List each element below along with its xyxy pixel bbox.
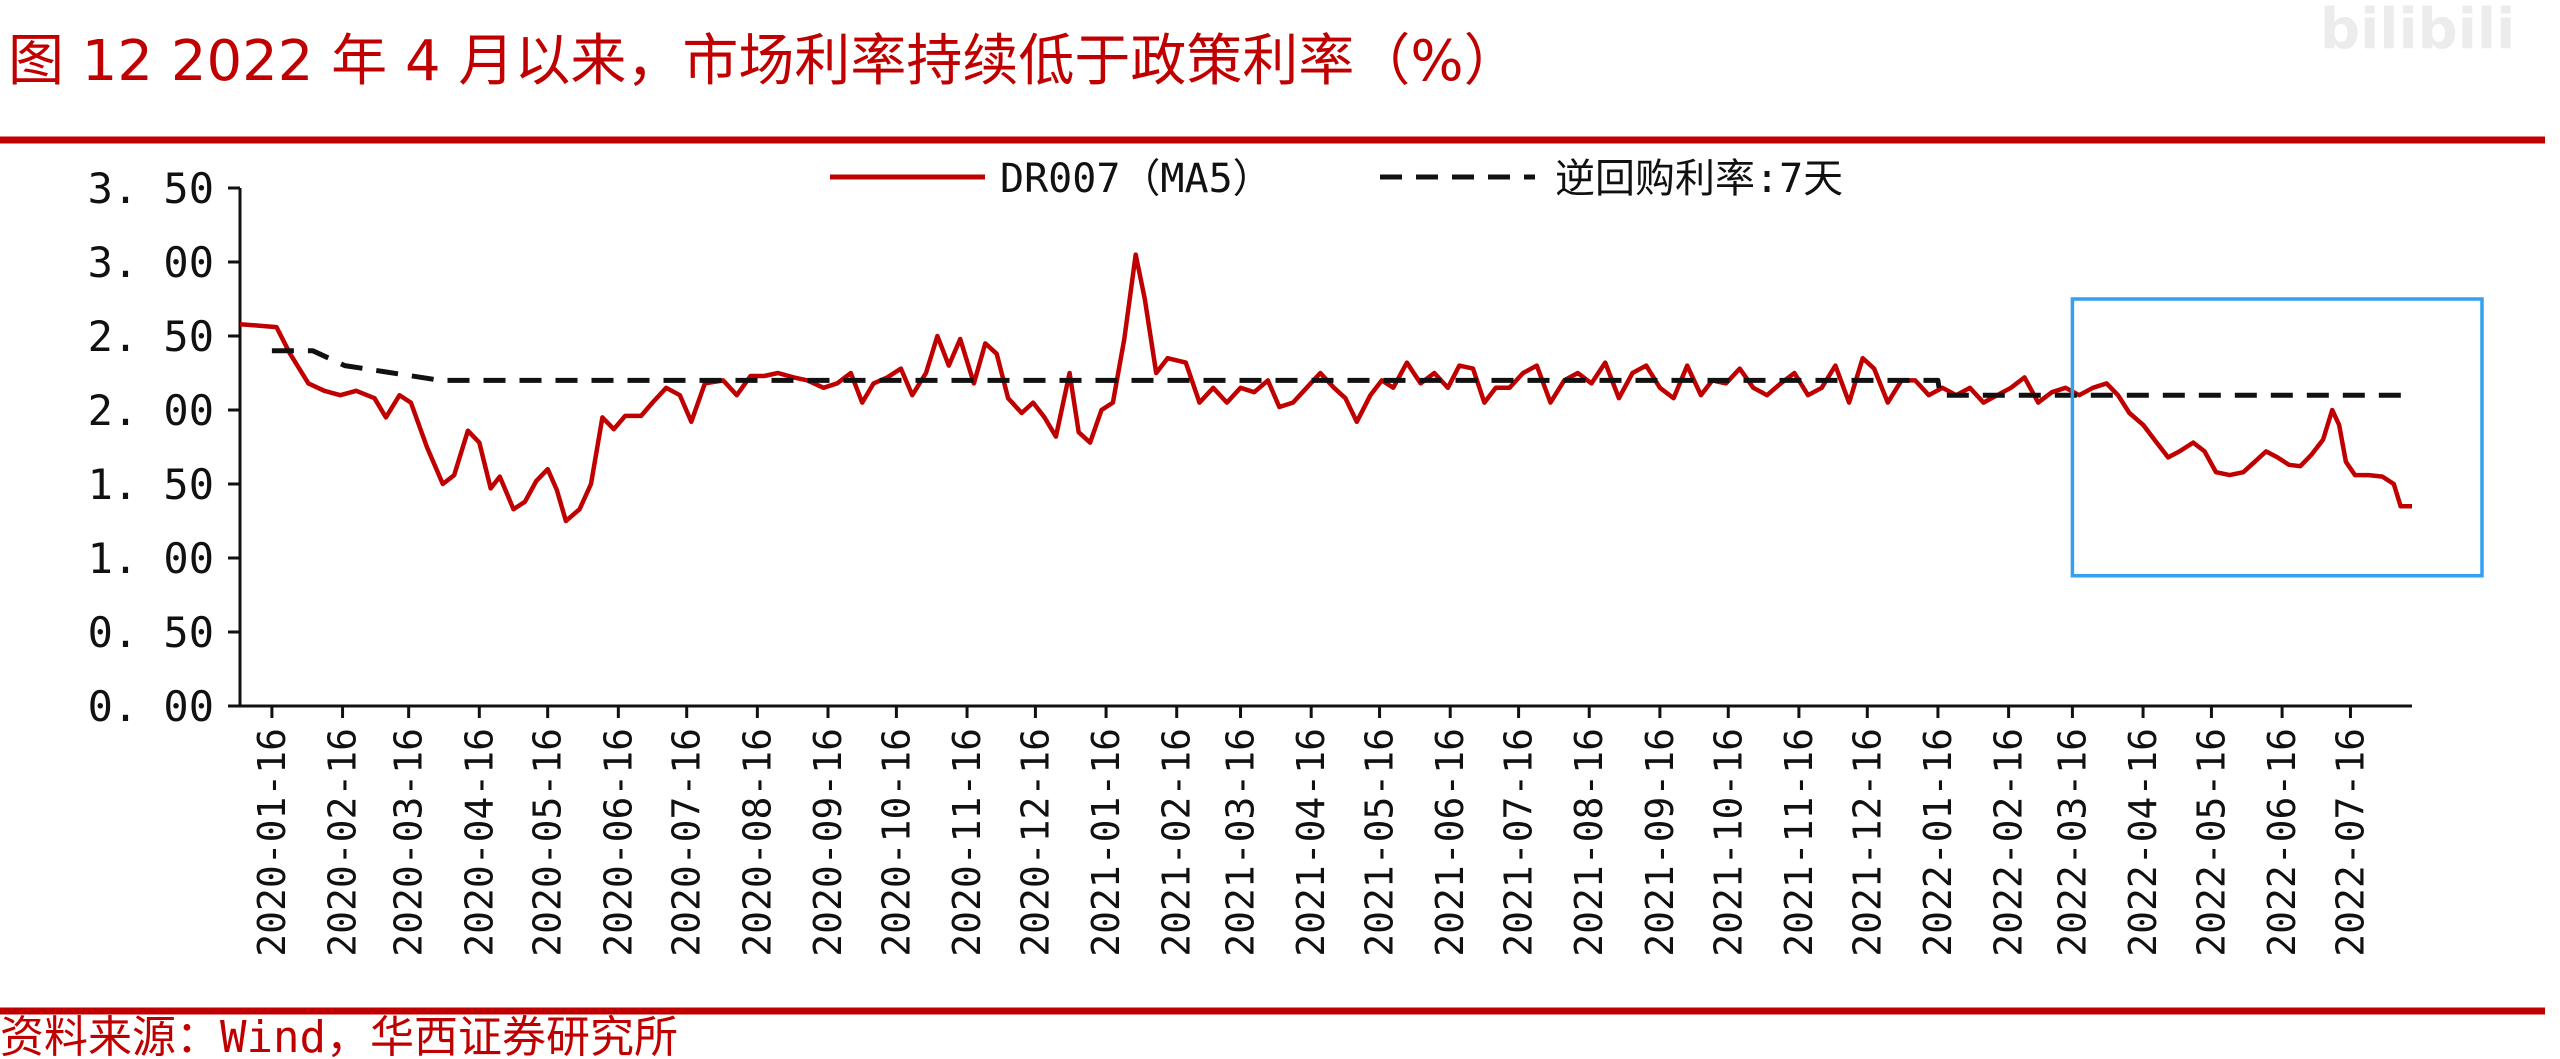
x-tick-label: 2022-06-16	[2260, 728, 2304, 957]
x-tick-label: 2021-12-16	[1845, 728, 1889, 957]
x-tick-label: 2020-07-16	[665, 728, 709, 957]
x-tick-label: 2020-11-16	[945, 728, 989, 957]
x-tick-label: 2022-03-16	[2050, 728, 2094, 957]
y-tick-label: 0. 50	[88, 608, 214, 657]
source-note: 资料来源：Wind，华西证券研究所	[0, 1012, 678, 1059]
x-tick-label: 2021-02-16	[1155, 728, 1199, 957]
x-tick-label: 2021-08-16	[1567, 728, 1611, 957]
y-tick-label: 1. 00	[88, 534, 214, 583]
x-tick-label: 2021-01-16	[1084, 728, 1128, 957]
y-tick-label: 3. 00	[88, 238, 214, 287]
x-tick-label: 2020-01-16	[250, 728, 294, 957]
watermark: bilibili	[2320, 0, 2515, 62]
x-tick-label: 2021-06-16	[1428, 728, 1472, 957]
x-tick-label: 2020-12-16	[1013, 728, 1057, 957]
x-tick-label: 2021-05-16	[1358, 728, 1402, 957]
x-tick-label: 2021-03-16	[1219, 728, 1263, 957]
x-tick-label: 2020-05-16	[526, 728, 570, 957]
x-tick-label: 2021-10-16	[1706, 728, 1750, 957]
x-tick-label: 2021-09-16	[1638, 728, 1682, 957]
x-tick-label: 2020-08-16	[735, 728, 779, 957]
x-tick-label: 2020-03-16	[387, 728, 431, 957]
x-tick-label: 2022-05-16	[2189, 728, 2233, 957]
y-tick-label: 0. 00	[88, 682, 214, 731]
x-tick-label: 2020-02-16	[321, 728, 365, 957]
x-tick-label: 2020-09-16	[806, 728, 850, 957]
x-axis: 2020-01-16 2020-02-16 2020-03-16 2020-04-16…	[240, 704, 2412, 957]
x-tick-label: 2022-02-16	[1987, 728, 2031, 957]
series-line-dr007	[239, 252, 2412, 524]
chart-title: 图 12 2022 年 4 月以来，市场利率持续低于政策利率（%）	[8, 29, 1520, 94]
x-tick-label: 2022-01-16	[1916, 728, 1960, 957]
x-tick-label: 2022-07-16	[2329, 728, 2373, 957]
highlight-box	[2070, 297, 2484, 578]
x-tick-label: 2020-04-16	[457, 728, 501, 957]
y-tick-label: 1. 50	[88, 460, 214, 509]
legend-label-dr007: DR007（MA5）	[1000, 156, 1273, 202]
legend-label-reverse-repo: 逆回购利率:7天	[1555, 156, 1843, 202]
x-tick-label: 2020-06-16	[596, 728, 640, 957]
plot-area	[239, 252, 2484, 578]
y-tick-label: 2. 00	[88, 386, 214, 435]
series-line-reverse-repo	[271, 348, 2412, 398]
x-tick-label: 2020-10-16	[874, 728, 918, 957]
x-tick-label: 2022-04-16	[2121, 728, 2165, 957]
x-tick-label: 2021-04-16	[1289, 728, 1333, 957]
legend: DR007（MA5） 逆回购利率:7天	[830, 156, 1843, 202]
x-tick-label: 2021-07-16	[1497, 728, 1541, 957]
y-tick-label: 2. 50	[88, 312, 214, 361]
y-tick-label: 3. 50	[88, 164, 214, 213]
y-axis: 0. 00 0. 50 1. 00 1. 50 2. 00 2. 50 3. 00 3. 50	[88, 164, 242, 731]
x-tick-label: 2021-11-16	[1777, 728, 1821, 957]
